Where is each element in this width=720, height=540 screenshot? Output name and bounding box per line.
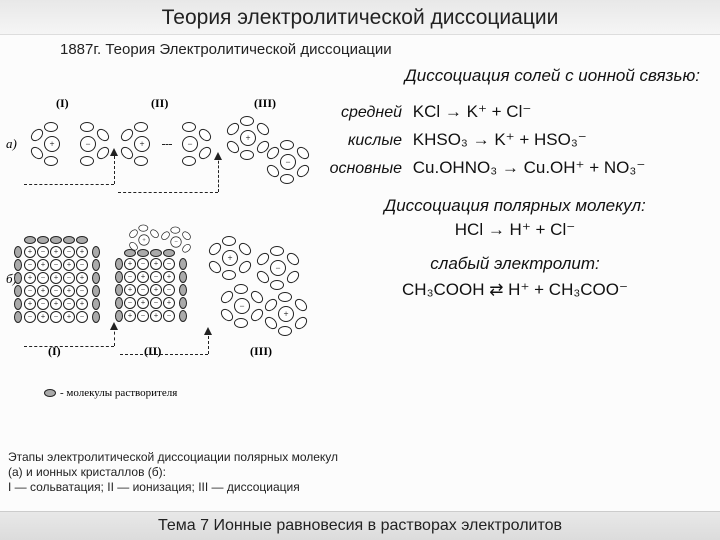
diagram: а) (I) (II) (III) + − + − [6, 96, 306, 381]
section-polar: Диссоциация полярных молекул: [320, 196, 710, 216]
arrow-icon: → [502, 158, 519, 177]
section-ionic: Диссоциация солей с ионной связью: [0, 66, 720, 86]
cluster-b3-plus: + [206, 234, 254, 282]
cluster-b3-minus2: − [218, 282, 266, 330]
figure-caption: Этапы электролитической диссоциации поля… [8, 450, 508, 495]
cluster-a3-minus: − [264, 138, 312, 186]
cluster-b3-plus2: + [262, 290, 310, 338]
footer: Тема 7 Ионные равновесия в растворах эле… [0, 511, 720, 540]
page-title: Теория электролитической диссоциации [0, 0, 720, 35]
eq-acid-rhs: K⁺ + HSO₃⁻ [494, 130, 586, 149]
stage-II-b: (II) [144, 344, 161, 359]
subtitle: 1887г. Теория Электролитической диссоциа… [0, 35, 720, 58]
eq-medium: средней KCl → K⁺ + Cl⁻ [320, 102, 710, 122]
legend-dot-icon [44, 389, 56, 397]
eq-medium-label: средней [320, 104, 402, 122]
cluster-a1-minus: − [64, 120, 112, 168]
caption-l2: (а) и ионных кристаллов (б): [8, 465, 166, 479]
stage-III-b: (III) [250, 344, 272, 359]
eq-basic-lhs: Cu.OHNO₃ [413, 158, 497, 177]
eq-acid-lhs: KHSO₃ [413, 130, 468, 149]
equations: средней KCl → K⁺ + Cl⁻ кислые KHSO₃ → K⁺… [320, 94, 710, 300]
section-weak: слабый электролит: [320, 254, 710, 274]
caption-l1: Этапы электролитической диссоциации поля… [8, 450, 338, 464]
legend: - молекулы растворителя [44, 387, 177, 399]
eq-basic-rhs: Cu.OH⁺ + NO₃⁻ [524, 158, 646, 177]
eq-acid-label: кислые [320, 132, 402, 150]
label-a: а) [6, 136, 17, 152]
diagram-row-b: б) +−+−+−+−+−+−+−+−+−+−+−+−+−+−+− +−+−−+… [6, 216, 306, 381]
caption-l3: I — сольватация; II — ионизация; III — д… [8, 480, 300, 494]
lattice-1: +−+−+−+−+−+−+−+−+−+−+−+−+−+−+− [24, 246, 96, 330]
eq-polar: HCl → H⁺ + Cl⁻ [320, 220, 710, 240]
stage-II-a: (II) [151, 96, 168, 111]
arrow-icon: → [445, 102, 462, 121]
eq-acid: кислые KHSO₃ → K⁺ + HSO₃⁻ [320, 130, 710, 150]
eq-weak: CH₃COOH ⇄ H⁺ + CH₃COO⁻ [320, 280, 710, 300]
eq-basic-label: основные [320, 160, 402, 178]
cluster-a2-minus: − [166, 120, 214, 168]
stage-III-a: (III) [254, 96, 276, 111]
stage-I-a: (I) [56, 96, 69, 111]
lattice-2: +−+−−+−++−+−−+−++−+−+− [124, 258, 184, 330]
eq-medium-lhs: KCl [413, 102, 440, 121]
diagram-row-a: а) (I) (II) (III) + − + − [6, 96, 306, 216]
eq-medium-rhs: K⁺ + Cl⁻ [467, 102, 532, 121]
arrow-icon: → [473, 130, 490, 149]
cluster-a2-plus: + [118, 120, 166, 168]
legend-text: - молекулы растворителя [60, 387, 177, 399]
eq-basic: основные Cu.OHNO₃ → Cu.OH⁺ + NO₃⁻ [320, 158, 710, 178]
